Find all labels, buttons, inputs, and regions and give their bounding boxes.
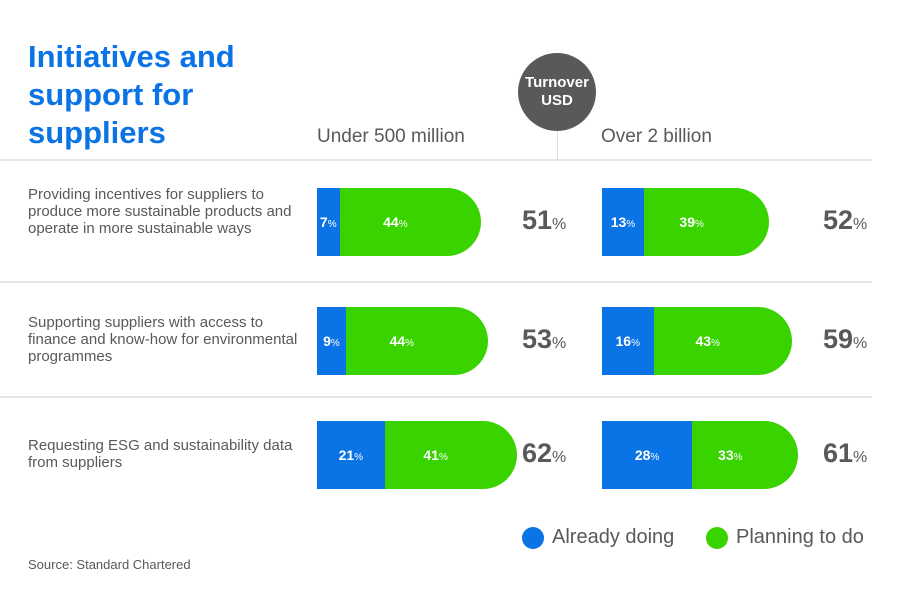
bar-segment-planning: 43% (653, 307, 792, 375)
legend-planning: Planning to do (706, 526, 864, 549)
data-label: 33% (718, 447, 743, 463)
bar-segment-planning: 39% (643, 188, 770, 256)
data-label: 39% (679, 214, 704, 230)
row-divider (0, 281, 872, 283)
stacked-bar: 9% 44% (317, 307, 488, 375)
bar-segment-planning: 44% (339, 188, 482, 256)
bar-segment-already-doing: 16% (602, 307, 654, 375)
data-label: 16% (615, 333, 640, 349)
bar-segment-already-doing: 28% (602, 421, 693, 489)
legend-label: Planning to do (736, 526, 864, 548)
row-label: Providing incentives for suppliers to pr… (28, 186, 292, 237)
data-label: 41% (423, 447, 448, 463)
bar-segment-planning: 44% (345, 307, 488, 375)
data-label: 28% (634, 447, 660, 463)
data-label: 7% (319, 214, 337, 230)
turnover-badge: Turnover USD (518, 53, 596, 131)
source-note: Source: Standard Chartered (28, 557, 191, 572)
row-divider (0, 396, 872, 398)
bar-segment-planning: 41% (384, 421, 517, 489)
total-label: 51% (522, 205, 567, 235)
stacked-bar: 16% 43% (602, 307, 792, 375)
total-label: 53% (522, 324, 567, 354)
row-label: Requesting ESG and sustainability data f… (28, 437, 293, 471)
bar-segment-already-doing: 7% (317, 188, 340, 256)
divider-vertical (557, 120, 558, 160)
legend-swatch (522, 526, 544, 549)
data-label: 44% (389, 333, 415, 349)
bar-segment-planning: 33% (692, 421, 799, 489)
legend-swatch (706, 526, 728, 549)
bar-segment-already-doing: 21% (317, 421, 385, 489)
row-label: Supporting suppliers with access to fina… (28, 314, 298, 365)
total-label: 61% (823, 438, 868, 468)
stacked-bar: 28% 33% (602, 421, 799, 489)
total-label: 52% (823, 205, 868, 235)
total-label: 59% (823, 324, 868, 354)
row-divider (0, 159, 872, 161)
badge-text: Turnover USD (525, 74, 589, 109)
group-header-under-500m: Under 500 million (317, 126, 465, 147)
legend-label: Already doing (552, 526, 675, 548)
stacked-bar: 21% 41% (317, 421, 517, 489)
bar-segment-already-doing: 13% (602, 188, 644, 256)
data-label: 44% (383, 214, 408, 230)
stacked-bar: 7% 44% (317, 188, 482, 256)
legend-already-doing: Already doing (522, 526, 674, 549)
chart-title: Initiatives and support for suppliers (28, 39, 235, 150)
total-label: 62% (522, 438, 567, 468)
data-label: 43% (695, 333, 720, 349)
stacked-bar: 13% 39% (602, 188, 770, 256)
data-label: 9% (323, 333, 340, 349)
group-header-over-2b: Over 2 billion (601, 126, 712, 147)
data-label: 21% (338, 447, 364, 463)
data-label: 13% (610, 214, 636, 230)
bar-segment-already-doing: 9% (317, 307, 346, 375)
